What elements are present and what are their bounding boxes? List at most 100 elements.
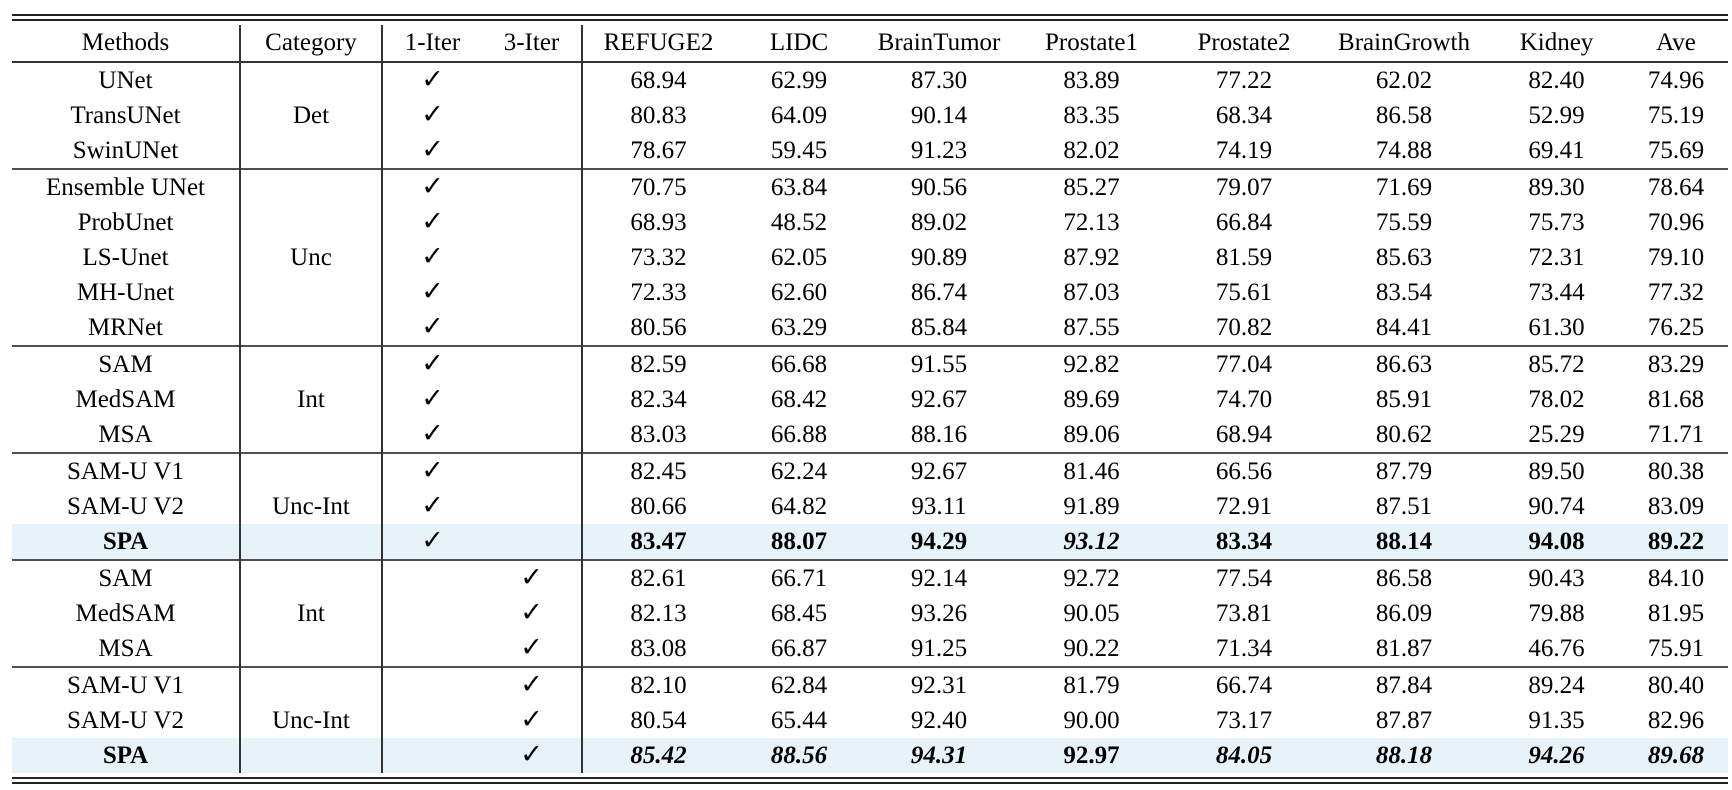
checkmark-icon: ✓: [421, 311, 444, 342]
score-cell: 82.13: [630, 599, 687, 627]
score-cell: 70.75: [582, 168, 734, 205]
iter1-cell: ✓: [382, 452, 482, 489]
col-header-methods: Methods: [12, 25, 241, 63]
score-cell: 63.29: [770, 313, 828, 341]
score-cell: 87.92: [1063, 243, 1120, 271]
score-cell: 77.32: [1647, 278, 1705, 306]
table-row: ProbUnet ✓ 68.93 48.52 89.02 72.13 66.84 75.59 7…: [12, 205, 1728, 240]
iter3-cell: [482, 168, 583, 205]
score-cell: 88.16: [910, 420, 968, 448]
method-cell: SAM: [12, 345, 241, 382]
col-header-3-iter: 3-Iter: [482, 25, 583, 63]
col-header-prostate1: Prostate1: [1014, 25, 1169, 63]
score-cell: 85.27: [1014, 168, 1169, 205]
col-header-braingrowth: BrainGrowth: [1319, 25, 1489, 63]
method-cell: LS-Unet: [12, 240, 241, 275]
score-cell: 87.84: [1319, 666, 1489, 703]
iter3-cell: [482, 310, 583, 346]
checkmark-icon: ✓: [421, 134, 444, 165]
category-cell: Unc-Int: [240, 703, 383, 738]
score-cell: 68.94: [630, 66, 687, 94]
iter1-cell: ✓: [382, 345, 482, 382]
iter3-cell: [482, 62, 583, 98]
score-cell: 68.45: [770, 599, 828, 627]
score-cell: 63.84: [734, 168, 864, 205]
score-cell: 89.02: [910, 208, 968, 236]
checkmark-icon: ✓: [421, 348, 444, 379]
score-cell: 52.99: [1528, 101, 1585, 129]
table-row: SAM ✓ 82.59 66.68 91.55 92.82 77.04 86.63 85.72 8…: [12, 345, 1728, 382]
score-cell: 87.87: [1375, 706, 1433, 734]
score-cell: 86.74: [910, 278, 968, 306]
method-cell: MedSAM: [12, 596, 241, 631]
score-cell: 59.45: [770, 136, 828, 164]
score-cell: 86.63: [1319, 345, 1489, 382]
score-cell: 92.82: [1014, 345, 1169, 382]
score-cell: 89.30: [1489, 168, 1624, 205]
top-rule-outer: [12, 14, 1728, 16]
score-cell: 76.25: [1647, 313, 1705, 341]
score-cell: 71.34: [1215, 634, 1273, 662]
header-row: Methods Category 1-Iter 3-Iter REFUGE2 L…: [12, 25, 1728, 63]
category-cell: [240, 417, 383, 453]
score-cell: 66.87: [770, 634, 828, 662]
score-cell: 75.73: [1528, 208, 1585, 236]
score-cell: 87.03: [1063, 278, 1120, 306]
table-row: MedSAM Int ✓ 82.34 68.42 92.67 89.69 74.70 85.91…: [12, 382, 1728, 417]
checkmark-icon: ✓: [520, 562, 543, 593]
iter3-cell: ✓: [482, 631, 583, 667]
iter1-cell: ✓: [382, 417, 482, 453]
iter3-cell: [482, 205, 583, 240]
score-cell: 81.95: [1647, 599, 1705, 627]
iter3-cell: [482, 133, 583, 169]
score-cell: 80.66: [630, 492, 687, 520]
table-row: Ensemble UNet ✓ 70.75 63.84 90.56 85.27 79.07 7…: [12, 168, 1728, 205]
method-cell: TransUNet: [12, 98, 241, 133]
score-cell: 94.08: [1489, 524, 1624, 560]
score-cell: 62.84: [734, 666, 864, 703]
score-cell: 88.18: [1319, 738, 1489, 773]
score-cell: 73.44: [1528, 278, 1585, 306]
score-cell: 89.68: [1624, 738, 1728, 773]
score-cell: 68.94: [1215, 420, 1273, 448]
score-cell: 80.56: [630, 313, 687, 341]
iter3-cell: [482, 240, 583, 275]
table-row: UNet ✓ 68.94 62.99 87.30 83.89 77.22 62.02 82.40…: [12, 62, 1728, 98]
bottom-rule-inner: [12, 777, 1728, 779]
score-cell: 90.00: [1063, 706, 1120, 734]
category-cell: [240, 666, 383, 703]
score-cell: 86.58: [1319, 559, 1489, 596]
score-cell: 66.56: [1169, 452, 1319, 489]
iter1-cell: ✓: [382, 240, 482, 275]
category-cell: [240, 168, 383, 205]
score-cell: 65.44: [770, 706, 828, 734]
score-cell: 83.35: [1063, 101, 1120, 129]
checkmark-icon: ✓: [421, 64, 444, 95]
category-cell: Int: [240, 382, 383, 417]
checkmark-icon: ✓: [421, 206, 444, 237]
bottom-rule-outer: [12, 782, 1728, 784]
score-cell: 87.51: [1375, 492, 1433, 520]
score-cell: 75.19: [1647, 101, 1705, 129]
checkmark-icon: ✓: [421, 171, 444, 202]
score-cell: 84.41: [1375, 313, 1433, 341]
score-cell: 84.10: [1624, 559, 1728, 596]
score-cell: 86.09: [1375, 599, 1433, 627]
score-cell: 94.26: [1489, 738, 1624, 773]
method-cell: MedSAM: [12, 382, 241, 417]
score-cell: 75.69: [1647, 136, 1705, 164]
score-cell: 87.55: [1063, 313, 1120, 341]
score-cell: 70.82: [1215, 313, 1273, 341]
score-cell: 89.50: [1489, 452, 1624, 489]
score-cell: 46.76: [1528, 634, 1585, 662]
checkmark-icon: ✓: [520, 632, 543, 663]
score-cell: 92.67: [910, 385, 968, 413]
score-cell: 66.71: [734, 559, 864, 596]
score-cell: 84.05: [1169, 738, 1319, 773]
score-cell: 89.69: [1063, 385, 1120, 413]
category-cell: [240, 631, 383, 667]
category-cell: [240, 738, 383, 773]
method-cell: SAM-U V2: [12, 489, 241, 524]
category-cell: Unc: [240, 240, 383, 275]
checkmark-icon: ✓: [421, 383, 444, 414]
